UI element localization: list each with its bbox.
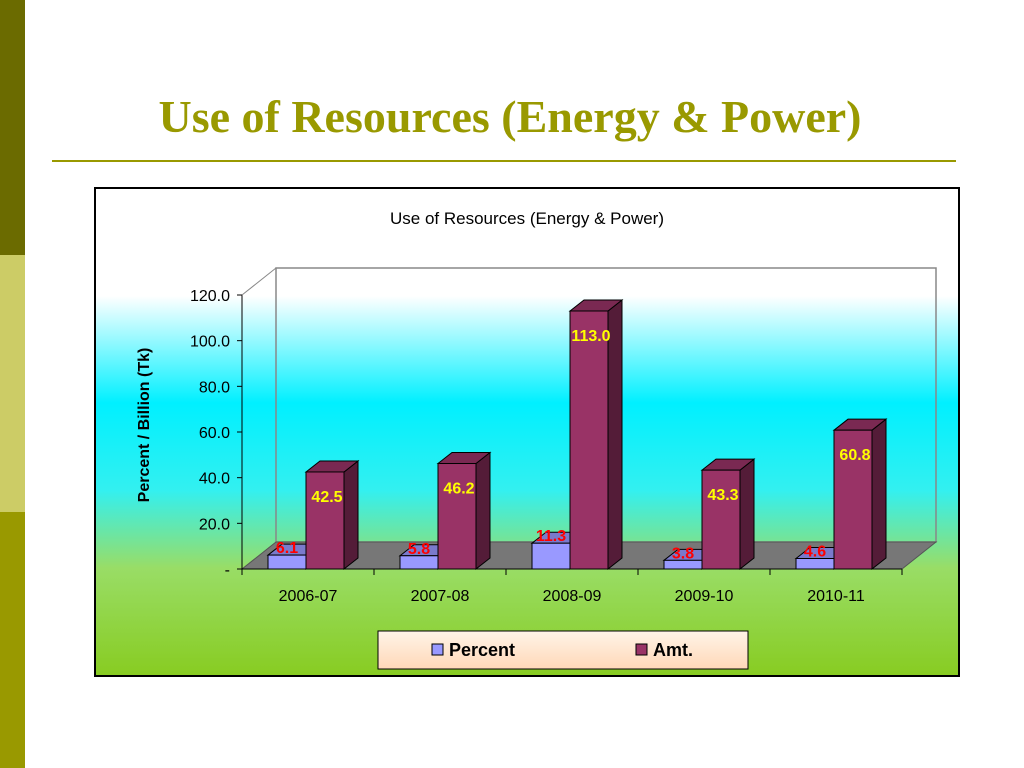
- amt-data-label: 43.3: [707, 487, 738, 504]
- amt-bar: [700, 458, 756, 571]
- title-divider: [52, 160, 956, 162]
- amt-bar: [436, 451, 492, 571]
- y-tick-label: 40.0: [199, 471, 230, 488]
- bar-front-face: [531, 542, 571, 570]
- side-band-middle: [0, 255, 25, 512]
- amt-bar: [568, 298, 624, 571]
- bar-front-face: [701, 469, 741, 570]
- amt-bar: [832, 418, 888, 571]
- legend-label-percent: Percent: [449, 640, 515, 660]
- y-tick-label: 120.0: [190, 288, 230, 305]
- amt-data-label: 60.8: [839, 447, 870, 464]
- y-axis-title: Percent / Billion (Tk): [136, 348, 153, 503]
- x-tick-label: 2006-07: [279, 588, 338, 605]
- bar-side-face: [739, 458, 755, 571]
- slide-title: Use of Resources (Energy & Power): [158, 91, 862, 142]
- legend-swatch-percent: [431, 643, 444, 656]
- amt-bar: [304, 459, 360, 571]
- bar-front-face: [833, 429, 873, 570]
- percent-data-label: 5.8: [408, 541, 430, 558]
- percent-data-label: 11.3: [536, 528, 566, 545]
- legend: Percent Amt.: [377, 630, 749, 670]
- bar-front-face: [437, 463, 477, 570]
- side-band-bottom: [0, 512, 25, 768]
- bar-side-face: [871, 418, 887, 571]
- legend-swatch-amt: [635, 643, 648, 656]
- percent-data-label: 6.1: [276, 540, 298, 557]
- percent-data-label: 3.8: [672, 545, 694, 562]
- y-tick-label: 80.0: [199, 379, 230, 396]
- bar-front-face: [569, 310, 609, 570]
- chart-frame: Use of Resources (Energy & Power) Percen…: [94, 187, 960, 677]
- legend-label-amt: Amt.: [653, 640, 693, 660]
- amt-data-label: 46.2: [443, 481, 474, 498]
- x-tick-label: 2007-08: [411, 588, 470, 605]
- bar-front-face: [267, 554, 307, 570]
- bar-side-face: [343, 459, 359, 571]
- side-band-top: [0, 0, 25, 255]
- amt-data-label: 42.5: [311, 489, 342, 506]
- x-tick-label: 2008-09: [543, 588, 602, 605]
- y-tick-label: -: [225, 562, 230, 579]
- plot-area: - 20.0 40.0 60.0 80.0 100.0 120.0 2006-07 6.1 42.…: [190, 267, 938, 605]
- plot-top-edge: [241, 267, 277, 296]
- percent-data-label: 4.6: [804, 543, 826, 560]
- chart-title: Use of Resources (Energy & Power): [390, 209, 664, 228]
- bar-front-face: [305, 471, 345, 570]
- x-tick-label: 2009-10: [675, 588, 734, 605]
- y-tick-label: 60.0: [199, 425, 230, 442]
- x-tick-label: 2010-11: [807, 588, 865, 605]
- y-tick-label: 100.0: [190, 334, 230, 351]
- bar-side-face: [475, 451, 491, 571]
- y-tick-label: 20.0: [199, 516, 230, 533]
- amt-data-label: 113.0: [571, 328, 610, 345]
- bar-chart: Use of Resources (Energy & Power) Percen…: [96, 189, 958, 675]
